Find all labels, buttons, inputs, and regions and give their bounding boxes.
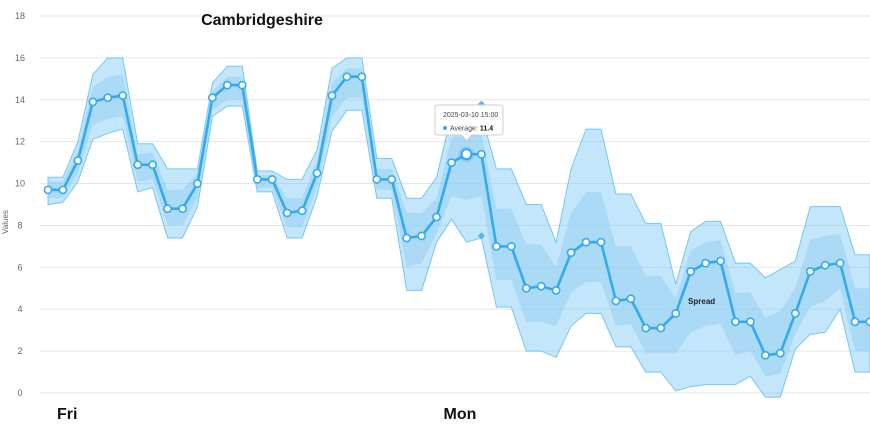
- data-point[interactable]: [656, 323, 666, 333]
- data-point[interactable]: [671, 309, 681, 318]
- data-point[interactable]: [641, 323, 651, 333]
- spread-annotation: Spread: [688, 297, 715, 306]
- data-point[interactable]: [581, 237, 591, 247]
- data-point[interactable]: [551, 285, 561, 295]
- data-point[interactable]: [477, 149, 486, 159]
- y-tick-label: 2: [17, 346, 22, 356]
- hover-point[interactable]: [460, 148, 473, 161]
- data-point[interactable]: [402, 233, 412, 243]
- data-point[interactable]: [118, 91, 128, 100]
- data-point[interactable]: [43, 185, 53, 195]
- data-point[interactable]: [133, 160, 143, 170]
- data-point[interactable]: [835, 258, 845, 268]
- data-point[interactable]: [73, 156, 83, 165]
- tooltip: 2025-03-10 15:00 Average: 11.4: [434, 104, 504, 142]
- data-point[interactable]: [432, 212, 441, 222]
- data-point[interactable]: [312, 168, 322, 178]
- y-tick-label: 12: [15, 137, 25, 147]
- data-point[interactable]: [222, 80, 232, 90]
- y-tick-label: 8: [17, 220, 22, 230]
- data-point[interactable]: [716, 256, 725, 266]
- x-category-label: Fri: [57, 406, 77, 423]
- data-point[interactable]: [686, 267, 696, 276]
- tooltip-box: [434, 104, 504, 142]
- data-point[interactable]: [88, 97, 98, 107]
- data-point[interactable]: [491, 241, 501, 251]
- y-tick-label: 14: [15, 95, 25, 105]
- data-point[interactable]: [790, 309, 800, 318]
- data-point[interactable]: [357, 72, 367, 82]
- data-point[interactable]: [297, 206, 307, 216]
- data-point[interactable]: [820, 260, 830, 270]
- data-point[interactable]: [506, 241, 516, 251]
- data-point[interactable]: [521, 283, 531, 293]
- data-point[interactable]: [701, 258, 710, 268]
- data-point[interactable]: [447, 158, 456, 168]
- data-point[interactable]: [865, 317, 870, 327]
- y-tick-label: 16: [15, 53, 25, 63]
- range-band-outer: [47, 57, 870, 398]
- y-tick-label: 18: [15, 11, 25, 21]
- data-point[interactable]: [536, 281, 546, 291]
- y-axis-ticks: 0 2 4 6 8 10 12 14 16 18: [15, 11, 25, 398]
- data-point[interactable]: [237, 80, 247, 90]
- tooltip-value: 11.4: [480, 126, 493, 133]
- data-point[interactable]: [760, 350, 770, 360]
- data-point[interactable]: [252, 174, 262, 184]
- data-point[interactable]: [850, 317, 860, 327]
- data-point[interactable]: [103, 93, 113, 103]
- data-point[interactable]: [731, 317, 740, 327]
- data-point[interactable]: [327, 91, 337, 100]
- average-line: [48, 75, 870, 357]
- data-point[interactable]: [805, 267, 815, 276]
- chart-title: Cambridgeshire: [201, 12, 323, 29]
- y-tick-label: 6: [17, 262, 22, 272]
- data-point[interactable]: [342, 72, 352, 82]
- range-band-inner: [48, 68, 870, 377]
- data-point[interactable]: [746, 317, 755, 327]
- x-category-label: Mon: [444, 406, 477, 423]
- data-point[interactable]: [178, 204, 187, 214]
- data-point[interactable]: [207, 93, 217, 103]
- x-axis-category-labels: Fri Mon: [57, 406, 476, 423]
- average-series: [48, 75, 870, 357]
- tooltip-value-line: Average: 11.4: [450, 126, 493, 133]
- data-point[interactable]: [372, 174, 382, 184]
- data-point[interactable]: [193, 179, 202, 188]
- y-tick-label: 4: [17, 304, 22, 314]
- y-tick-label: 10: [15, 179, 25, 189]
- data-point[interactable]: [611, 296, 621, 306]
- tooltip-series-dot: [443, 126, 447, 130]
- data-point[interactable]: [58, 185, 68, 195]
- y-axis-label: Values: [1, 210, 10, 234]
- data-point[interactable]: [282, 208, 292, 218]
- y-tick-label: 0: [17, 388, 22, 398]
- data-point[interactable]: [775, 348, 785, 358]
- average-points[interactable]: [43, 72, 870, 360]
- data-point[interactable]: [566, 248, 576, 258]
- data-point[interactable]: [596, 237, 606, 247]
- data-point[interactable]: [417, 231, 427, 241]
- data-point[interactable]: [148, 160, 158, 170]
- data-point[interactable]: [626, 294, 636, 304]
- tooltip-series-label: Average:: [450, 126, 478, 133]
- tooltip-date: 2025-03-10 15:00: [443, 112, 498, 119]
- data-point[interactable]: [267, 174, 277, 184]
- range-areas: [47, 57, 870, 398]
- data-point[interactable]: [387, 174, 397, 184]
- data-point[interactable]: [163, 204, 172, 214]
- range-low-marker: [477, 232, 485, 240]
